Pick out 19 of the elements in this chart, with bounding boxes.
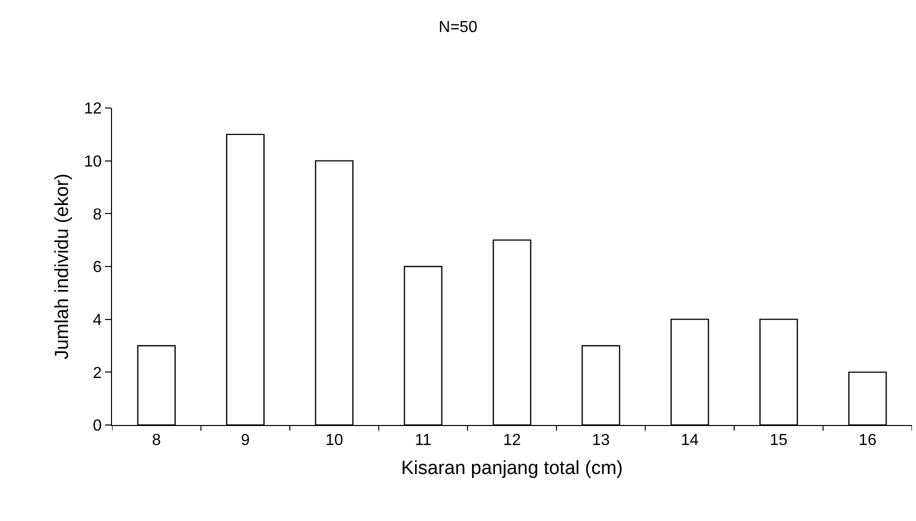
x-tick-label: 11 bbox=[414, 432, 432, 450]
y-axis-title: Jumlah individu (ekor) bbox=[52, 174, 73, 360]
x-tick-label: 13 bbox=[592, 432, 610, 450]
y-tick-label: 2 bbox=[92, 364, 102, 382]
x-tick-label: 16 bbox=[858, 432, 877, 450]
y-tick-label: 8 bbox=[92, 206, 102, 224]
x-tick-label: 12 bbox=[503, 432, 521, 450]
x-tick-label: 8 bbox=[152, 432, 161, 450]
y-tick-label: 12 bbox=[84, 100, 102, 118]
x-axis-title: Kisaran panjang total (cm) bbox=[401, 458, 623, 479]
x-tick-label: 10 bbox=[325, 432, 344, 450]
y-tick-label: 10 bbox=[84, 153, 102, 170]
y-tick-label: 0 bbox=[92, 418, 102, 435]
x-tick-label: 9 bbox=[240, 432, 250, 450]
y-tick-label: 6 bbox=[92, 259, 102, 276]
x-tick-label: 14 bbox=[680, 432, 699, 450]
y-tick-label: 4 bbox=[92, 312, 102, 329]
chart-title: N=50 bbox=[438, 19, 478, 36]
x-tick-label: 15 bbox=[770, 432, 788, 450]
